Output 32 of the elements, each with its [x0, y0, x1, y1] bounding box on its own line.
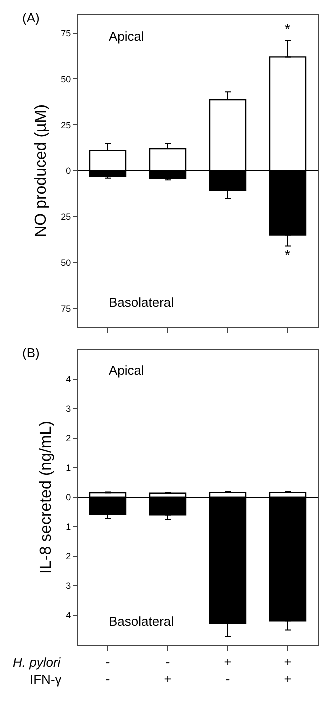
y-tick-label: 50 — [61, 258, 72, 268]
y-tick-label: 25 — [61, 120, 72, 130]
x-tick-label: + - — [224, 654, 232, 686]
y-tick-label: 0 — [66, 492, 72, 503]
y-tick-label: 1 — [66, 522, 72, 532]
annotation: Apical — [109, 29, 145, 44]
annotation: * — [285, 21, 291, 37]
y-axis-title: IL-8 secreted (ng/mL) — [38, 421, 56, 574]
y-tick-label: 4 — [66, 610, 72, 621]
chart-title: (A) — [22, 10, 40, 26]
y-tick-label: 25 — [61, 212, 72, 222]
y-tick-label: 75 — [61, 28, 72, 38]
text: IFN-γ — [30, 672, 62, 687]
annotation: Basolateral — [109, 295, 174, 310]
annotation: Basolateral — [109, 614, 174, 629]
y-tick-label: 0 — [66, 166, 72, 176]
annotation: * — [285, 247, 291, 263]
y-tick-label: 50 — [61, 74, 72, 84]
text: H. pylori — [13, 655, 62, 670]
y-axis-title: NO produced (µM) — [33, 104, 50, 238]
x-tick-label: + + — [284, 654, 292, 686]
y-tick-label: 4 — [66, 374, 72, 385]
x-tick-label: - - — [106, 654, 110, 686]
x-tick-label: - + — [164, 654, 172, 686]
y-tick-label: 2 — [66, 434, 72, 444]
chart-title: (B) — [22, 346, 40, 361]
y-tick-label: 75 — [61, 304, 72, 314]
y-tick-label: 2 — [66, 552, 72, 562]
annotation: Apical — [109, 363, 145, 378]
y-tick-label: 3 — [66, 404, 72, 414]
y-tick-label: 1 — [66, 463, 72, 474]
y-tick-label: 3 — [66, 581, 72, 592]
